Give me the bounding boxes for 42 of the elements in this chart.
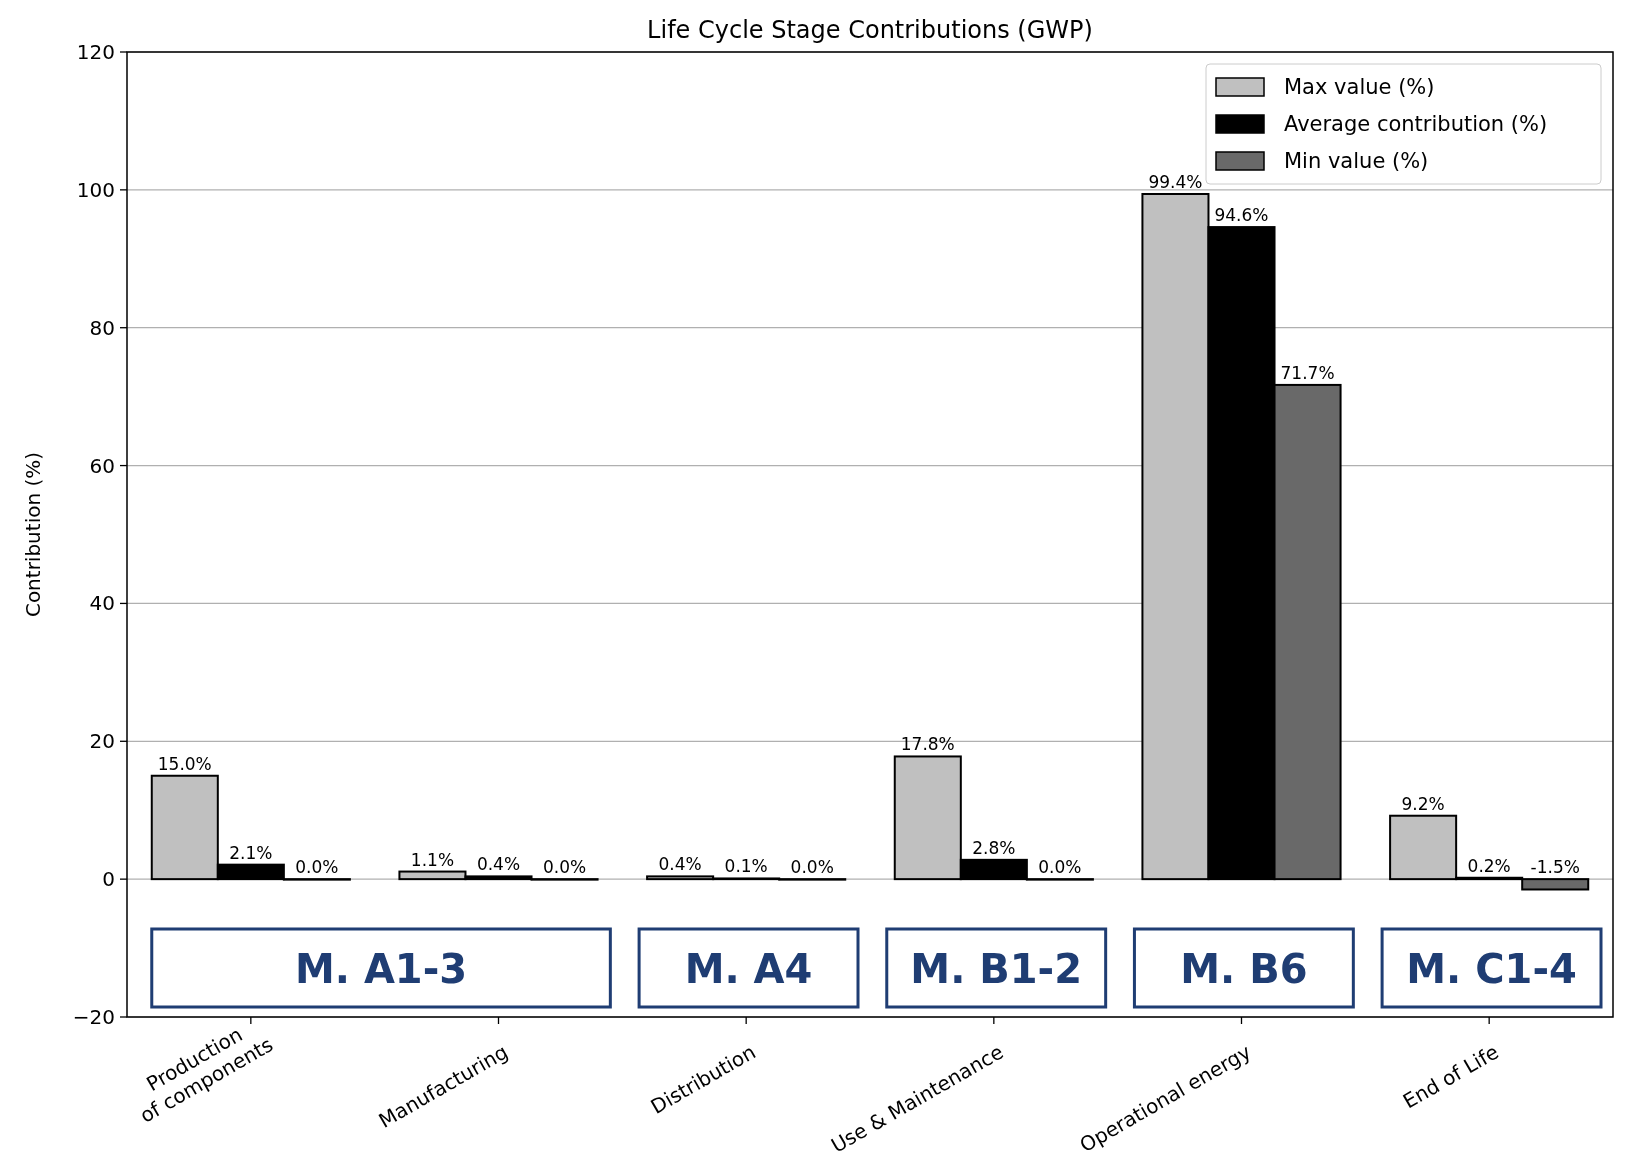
legend-label: Max value (%)	[1284, 75, 1435, 99]
y-tick-label: 60	[89, 453, 115, 478]
y-tick-label: 20	[89, 729, 115, 754]
data-label: 17.8%	[900, 734, 955, 755]
y-axis-title: Contribution (%)	[21, 451, 45, 618]
data-label: 0.0%	[790, 857, 834, 878]
y-tick-label: 0	[102, 867, 115, 892]
y-tick-label: −20	[72, 1005, 115, 1029]
data-label: 1.1%	[410, 849, 455, 870]
module-label-box: M. C1-4	[1380, 927, 1603, 1009]
module-label-box: M. B6	[1132, 927, 1355, 1009]
data-label: 99.4%	[1148, 171, 1203, 192]
y-tick-label: 80	[89, 315, 115, 340]
annotation: M. B6	[1180, 946, 1308, 992]
y-tick-label: 100	[76, 177, 115, 202]
module-label-box: M. A4	[637, 927, 860, 1009]
legend-label: Min value (%)	[1284, 149, 1429, 173]
data-label: 15.0%	[157, 753, 212, 774]
data-label: -1.5%	[1530, 857, 1580, 878]
data-label: 9.2%	[1401, 793, 1445, 814]
module-label-box: M. A1-3	[150, 927, 612, 1009]
data-label: 0.0%	[1038, 857, 1082, 878]
data-label: 71.7%	[1280, 362, 1335, 383]
legend-label: Average contribution (%)	[1284, 112, 1548, 136]
data-label: 0.1%	[724, 856, 768, 877]
chart-title: Life Cycle Stage Contributions (GWP)	[647, 16, 1093, 44]
x-tick-label: End of Life	[1398, 1039, 1503, 1114]
annotation: M. C1-4	[1406, 946, 1577, 992]
y-tick-label: 120	[76, 40, 115, 64]
annotation: M. A4	[684, 946, 813, 992]
data-label: 0.2%	[1467, 855, 1511, 876]
data-label: 2.1%	[229, 842, 273, 863]
data-label: 0.4%	[476, 854, 521, 875]
annotation: M. A1-3	[294, 946, 468, 992]
data-label: 0.0%	[542, 857, 587, 878]
data-label: 94.6%	[1214, 205, 1269, 226]
module-label-box: M. B1-2	[885, 927, 1108, 1009]
annotation: M. B1-2	[910, 946, 1083, 992]
data-label: 0.0%	[295, 857, 339, 878]
data-label: 0.4%	[658, 854, 702, 875]
y-tick-label: 40	[89, 591, 115, 616]
data-label: 2.8%	[972, 837, 1016, 858]
